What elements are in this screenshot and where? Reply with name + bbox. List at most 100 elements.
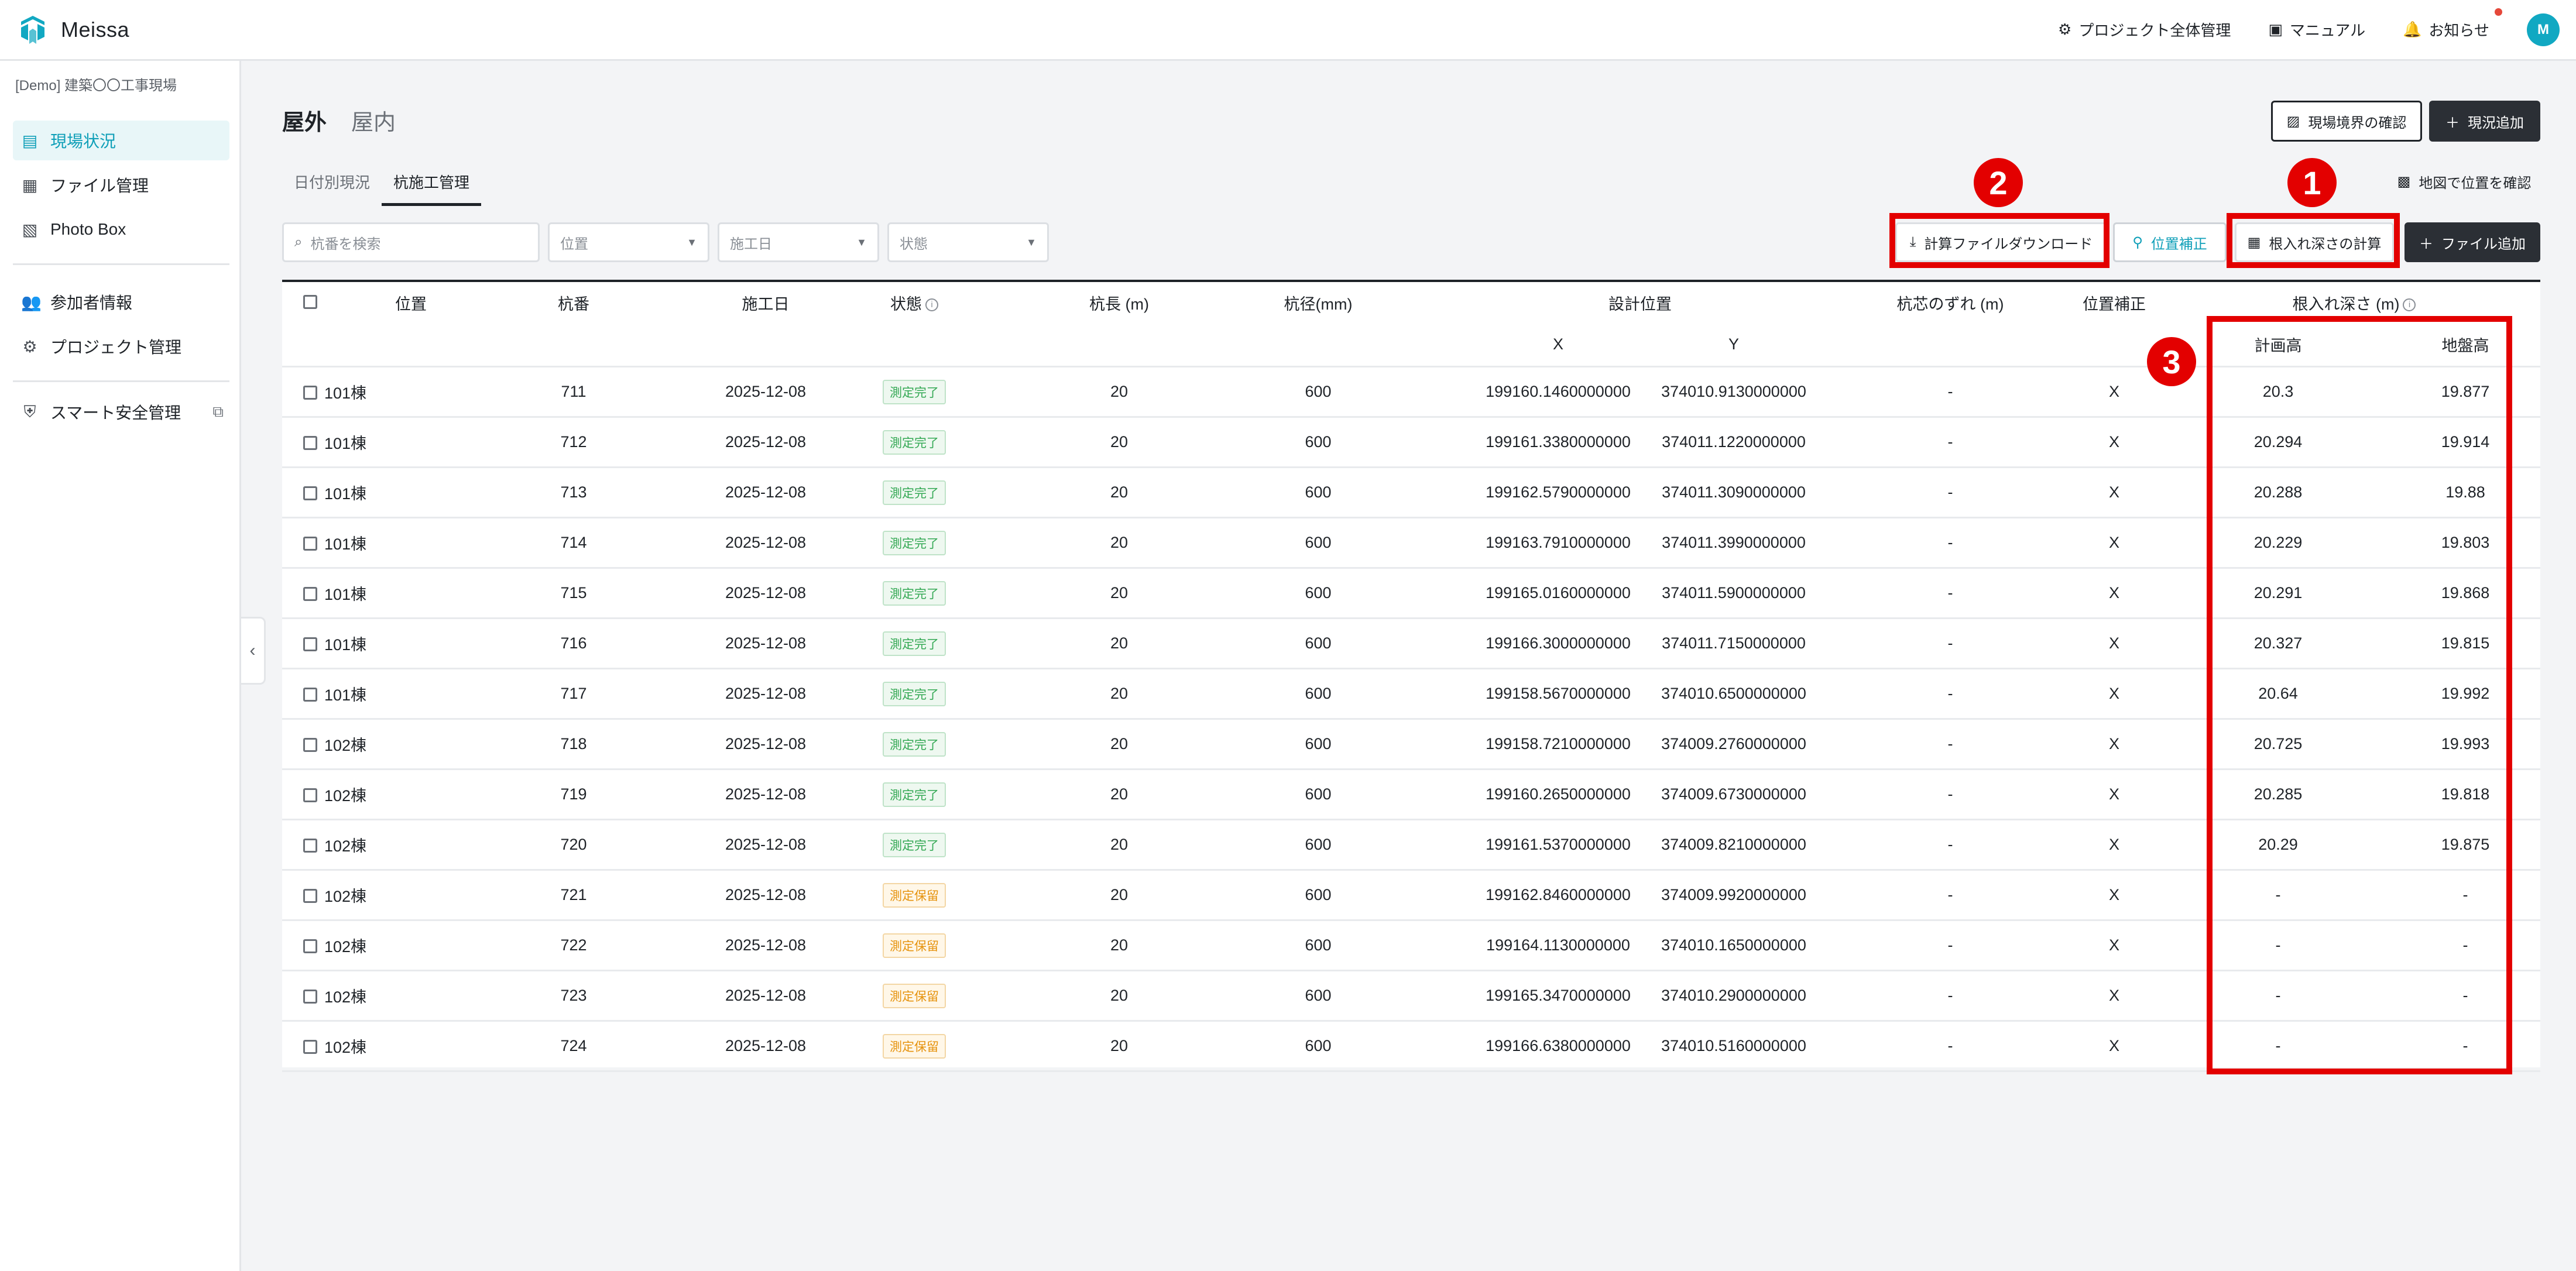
tab-outdoor[interactable]: 屋外 [282,111,327,135]
status-badge: 測定完了 [883,681,946,706]
table-row[interactable]: 102棟 719 2025-12-08 199160.2650000000 374009… [282,770,2540,820]
position-fix-button[interactable]: ⚲ 位置補正 [2113,222,2227,262]
map-grid-icon: ▩ [2397,173,2411,190]
user-avatar[interactable]: M [2527,13,2560,46]
row-checkbox[interactable] [303,1040,317,1054]
cell-ground: 19.868 [2441,584,2490,602]
sidebar-item-smart-safety[interactable]: ⛨ スマート安全管理 ⧉ [13,392,229,432]
manual-link[interactable]: ▣ マニュアル [2268,19,2365,40]
app-logo[interactable]: Meissa [16,13,129,46]
cell-date: 2025-12-08 [725,836,807,853]
notification-link[interactable]: 🔔 お知らせ [2403,8,2502,40]
dashboard-icon: ▤ [22,131,38,150]
cell-date: 2025-12-08 [725,936,807,954]
cell-pos: 101棟 [324,435,367,452]
table-row[interactable]: 101棟 716 2025-12-08 199166.3000000000 374011… [282,619,2540,669]
row-checkbox[interactable] [303,386,317,400]
cell-fix: X [2108,433,2119,451]
download-calc-file-button[interactable]: ⤓ 計算ファイルダウンロード [1895,222,2107,262]
cell-y: 374009.9920000000 [1661,886,1806,904]
cell-pos: 101棟 [324,485,367,503]
cell-plan: 20.288 [2253,483,2303,501]
calc-embed-depth-button[interactable]: ▦ 根入れ深さの計算 [2235,222,2394,262]
row-checkbox[interactable] [303,637,317,651]
annotation-marker-1: 1 [2287,158,2337,207]
cell-status: 測定完了 [850,832,979,857]
notification-label: お知らせ [2429,8,2502,40]
add-file-label: ファイル追加 [2441,236,2526,252]
row-checkbox[interactable] [303,587,317,601]
row-checkbox[interactable] [303,939,317,953]
status-filter-select[interactable]: 状態 ▼ [887,222,1049,262]
header-status: 状態 i [850,291,979,314]
cell-ground: - [2462,936,2468,954]
tab-daily-status[interactable]: 日付別現況 [294,174,371,191]
sidebar-item-participants[interactable]: 👥 参加者情報 [13,282,229,322]
search-placeholder: 杭番を検索 [310,236,381,252]
row-checkbox[interactable] [303,889,317,903]
cell-ground: 19.815 [2441,634,2490,652]
table-row[interactable]: 102棟 718 2025-12-08 199158.7210000000 374009… [282,720,2540,770]
table-row[interactable]: 101棟 711 2025-12-08 199160.1460000000 374010… [282,367,2540,418]
cell-dia: 600 [1305,886,1332,904]
sidebar-item-photo-box[interactable]: ▧ Photo Box [13,209,229,249]
sidebar-divider [13,380,229,382]
cell-date: 2025-12-08 [725,1037,807,1054]
table-row[interactable]: 101棟 715 2025-12-08 199165.0160000000 374011… [282,569,2540,619]
cell-date: 2025-12-08 [725,886,807,904]
cell-x: 199161.3380000000 [1486,433,1631,451]
cell-fix: X [2108,584,2119,602]
cell-ground: - [2462,886,2468,904]
row-checkbox[interactable] [303,436,317,450]
sidebar-item-site-status[interactable]: ▤ 現場状況 [13,121,229,160]
cell-ground: - [2462,1037,2468,1054]
table-row[interactable]: 102棟 722 2025-12-08 199164.1130000000 374010… [282,921,2540,971]
position-fix-label: 位置補正 [2150,236,2207,252]
add-status-button[interactable]: ＋ 現況追加 [2429,101,2540,142]
site-boundary-button[interactable]: ▨ 現場境界の確認 [2271,101,2422,142]
row-checkbox[interactable] [303,537,317,551]
info-icon[interactable]: i [925,298,938,312]
cell-plan: 20.725 [2253,735,2303,753]
sidebar-item-label: スマート安全管理 [50,404,181,422]
cell-off: - [1947,1037,1953,1054]
sidebar-collapse-button[interactable]: ‹ [241,617,266,685]
position-filter-select[interactable]: 位置 ▼ [548,222,709,262]
project-admin-link[interactable]: ⚙ プロジェクト全体管理 [2058,19,2231,40]
row-checkbox[interactable] [303,738,317,752]
cell-len: 20 [1110,886,1128,904]
table-row[interactable]: 101棟 717 2025-12-08 199158.5670000000 374010… [282,669,2540,720]
select-all-checkbox[interactable] [303,295,317,309]
table-row[interactable]: 102棟 723 2025-12-08 199165.3470000000 374010… [282,971,2540,1022]
pile-search-input[interactable]: ⌕ 杭番を検索 [282,222,540,262]
sidebar-item-label: プロジェクト管理 [50,338,182,356]
cell-ground: 19.818 [2441,785,2490,803]
tab-pile-management[interactable]: 杭施工管理 [382,165,482,206]
cell-status: 測定完了 [850,681,979,706]
sidebar-item-file-management[interactable]: ▦ ファイル管理 [13,165,229,205]
add-file-button[interactable]: ＋ ファイル追加 [2405,222,2540,262]
cell-date: 2025-12-08 [725,383,807,400]
status-badge: 測定完了 [883,480,946,505]
table-row[interactable]: 101棟 714 2025-12-08 199163.7910000000 374011… [282,518,2540,569]
info-icon[interactable]: i [2403,298,2416,312]
table-row[interactable]: 102棟 721 2025-12-08 199162.8460000000 374009… [282,871,2540,921]
date-filter-select[interactable]: 施工日 ▼ [718,222,879,262]
row-checkbox[interactable] [303,788,317,802]
table-row[interactable]: 102棟 724 2025-12-08 199166.6380000000 374010… [282,1022,2540,1072]
table-row[interactable]: 101棟 712 2025-12-08 199161.3380000000 374011… [282,418,2540,468]
header-plan-height: 計画高 [2254,337,2302,355]
sidebar-item-project-management[interactable]: ⚙ プロジェクト管理 [13,327,229,366]
row-checkbox[interactable] [303,486,317,500]
sidebar-divider [13,263,229,265]
row-checkbox[interactable] [303,990,317,1004]
tab-indoor[interactable]: 屋内 [351,111,396,135]
cell-len: 20 [1110,584,1128,602]
row-checkbox[interactable] [303,839,317,853]
row-checkbox[interactable] [303,688,317,702]
cell-y: 374010.6500000000 [1661,685,1806,702]
table-row[interactable]: 101棟 713 2025-12-08 199162.5790000000 374011… [282,468,2540,518]
cell-dia: 600 [1305,383,1332,400]
table-row[interactable]: 102棟 720 2025-12-08 199161.5370000000 374009… [282,820,2540,871]
map-position-button[interactable]: ▩ 地図で位置を確認 [2388,162,2540,201]
